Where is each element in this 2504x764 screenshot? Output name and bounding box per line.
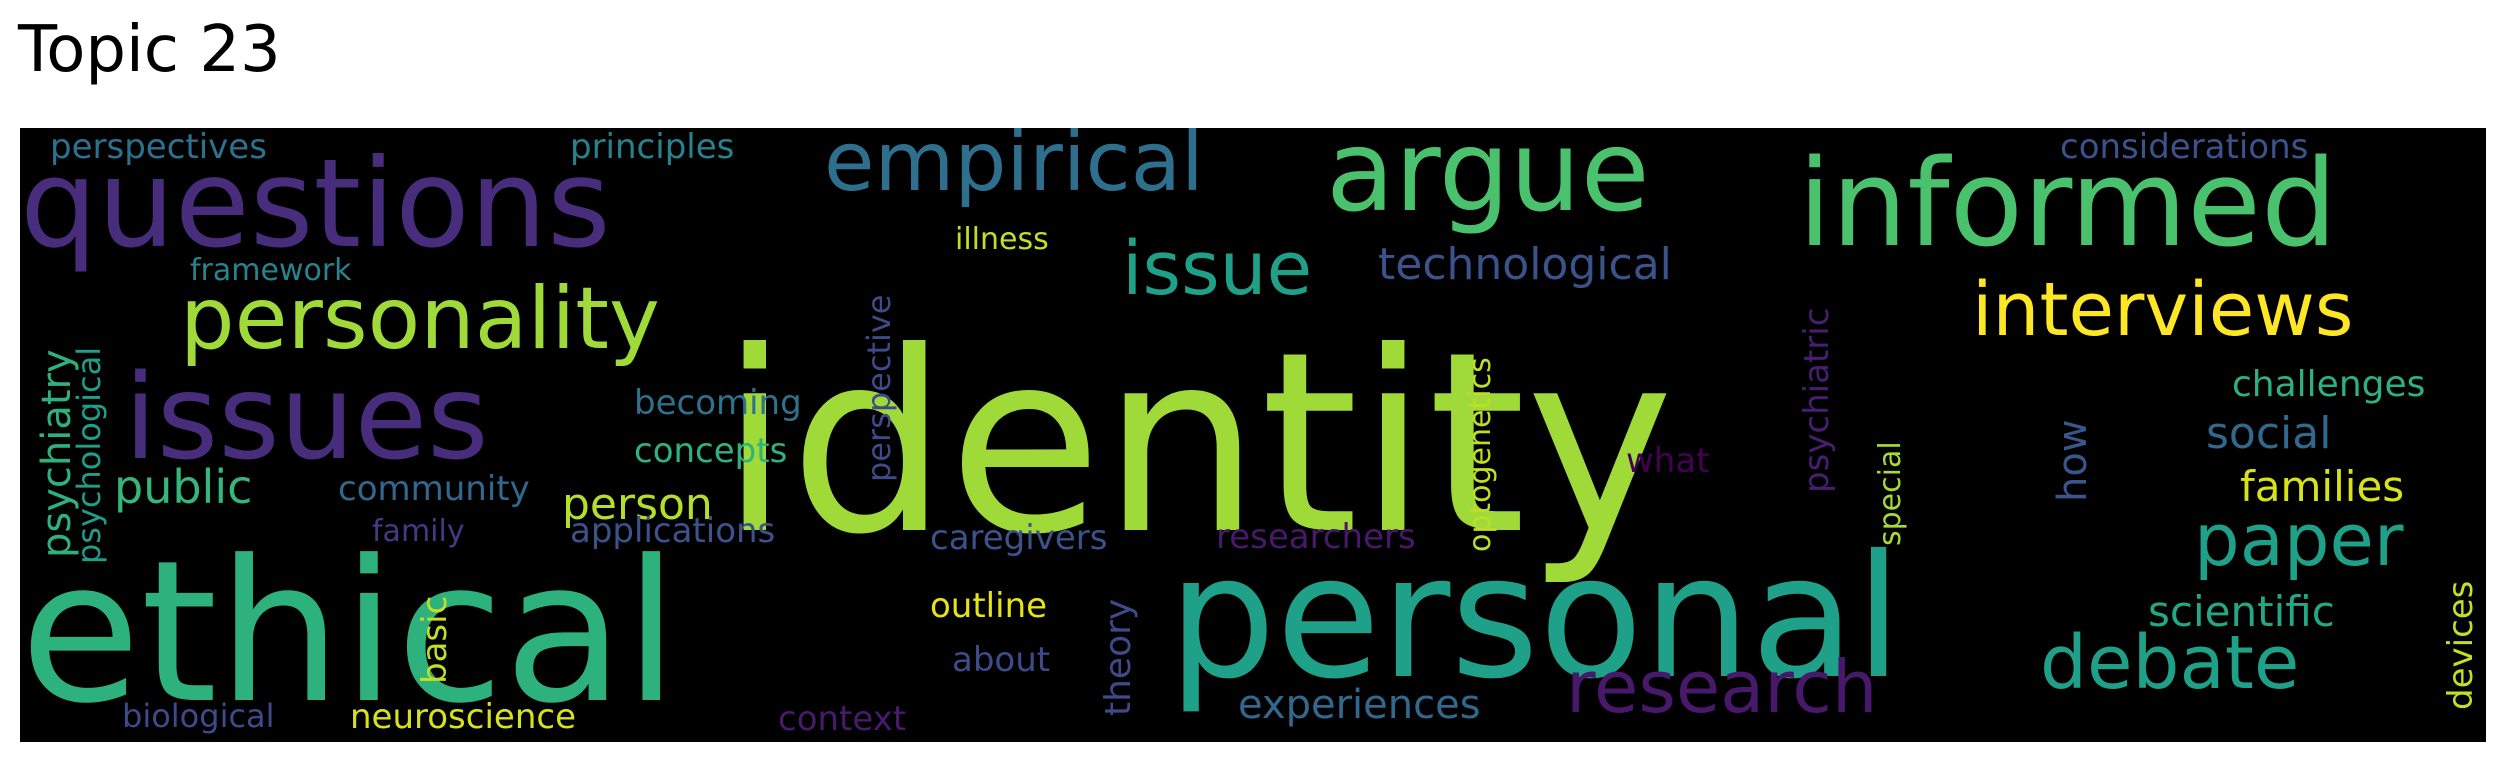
- word-about: about: [952, 640, 1050, 680]
- word-illness: illness: [955, 222, 1049, 257]
- word-psychological: psychological: [70, 347, 108, 564]
- word-public: public: [114, 460, 252, 514]
- word-theory: theory: [1098, 599, 1139, 716]
- word-issues: issues: [124, 348, 489, 486]
- word-special: special: [1873, 441, 1908, 546]
- word-community: community: [338, 469, 530, 509]
- word-issue: issue: [1122, 226, 1312, 312]
- word-personal: personal: [1168, 519, 1902, 717]
- word-how: how: [2050, 419, 2096, 502]
- word-principles: principles: [570, 128, 734, 167]
- word-questions: questions: [20, 133, 611, 275]
- word-debate: debate: [2040, 620, 2299, 706]
- word-context: context: [778, 699, 906, 739]
- word-empirical: empirical: [824, 128, 1204, 210]
- word-devices: devices: [2441, 581, 2481, 710]
- word-basic: basic: [415, 596, 455, 684]
- word-considerations: considerations: [2060, 128, 2308, 167]
- word-caregivers: caregivers: [930, 518, 1107, 558]
- word-family: family: [372, 514, 465, 549]
- word-perspective: perspective: [860, 295, 898, 482]
- word-perspectives: perspectives: [50, 128, 267, 167]
- word-researchers: researchers: [1216, 517, 1416, 557]
- word-biological: biological: [122, 697, 275, 735]
- word-what: what: [1626, 441, 1710, 481]
- word-person: person: [562, 479, 713, 530]
- word-becoming: becoming: [634, 383, 802, 423]
- word-challenges: challenges: [2232, 364, 2425, 405]
- word-technological: technological: [1378, 239, 1672, 290]
- word-interviews: interviews: [1972, 267, 2353, 353]
- word-psychiatry: psychiatry: [34, 349, 80, 558]
- word-paper: paper: [2194, 498, 2404, 582]
- word-argue: argue: [1326, 128, 1650, 237]
- word-experiences: experiences: [1238, 682, 1481, 728]
- word-psychiatric: psychiatric: [1797, 308, 1837, 493]
- word-ethical: ethical: [20, 519, 678, 742]
- word-scientific: scientific: [2148, 587, 2335, 636]
- word-outline: outline: [930, 586, 1047, 626]
- word-neuroscience: neuroscience: [350, 697, 576, 737]
- word-families: families: [2240, 462, 2404, 511]
- word-concepts: concepts: [634, 431, 787, 471]
- word-identity: identity: [720, 298, 1674, 589]
- word-framework: framework: [190, 253, 352, 288]
- word-cloud: identity ethical personal questions informed…: [20, 128, 2486, 742]
- word-applications: applications: [570, 511, 775, 551]
- word-personality: personality: [180, 269, 660, 369]
- word-social: social: [2206, 408, 2331, 459]
- word-informed: informed: [1798, 135, 2337, 274]
- word-optogenetics: optogenetics: [1463, 357, 1498, 552]
- page-title: Topic 23: [18, 13, 281, 87]
- word-research: research: [1566, 645, 1877, 729]
